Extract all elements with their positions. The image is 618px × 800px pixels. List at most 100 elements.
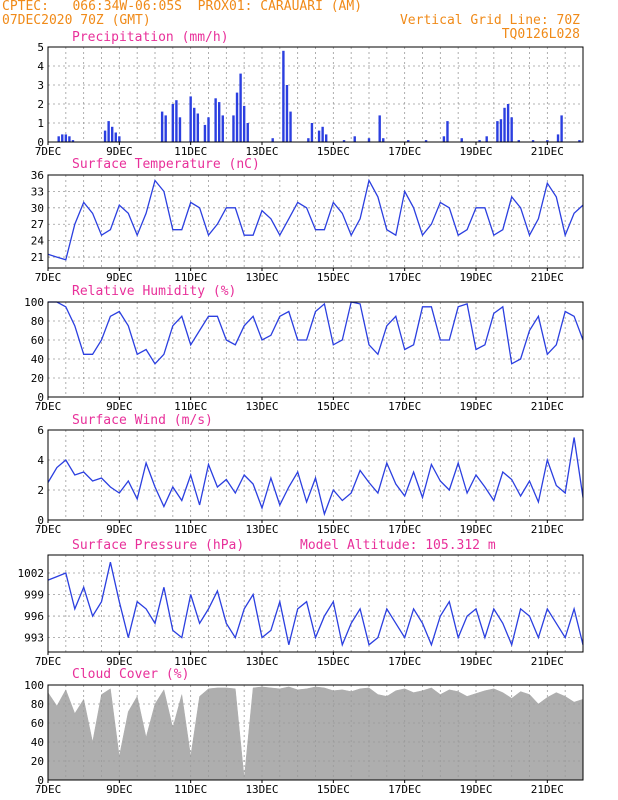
x-tick-label: 13DEC xyxy=(245,783,278,796)
precip-bar xyxy=(442,136,446,142)
panel-wind: Surface Wind (m/s) 0 2 4 6 7DEC 9DEC 11DEC 13DEC… xyxy=(35,413,584,536)
x-tick-label: 13DEC xyxy=(245,145,278,158)
precip-bar xyxy=(175,100,178,142)
panel-title-pres: Surface Pressure (hPa) xyxy=(72,538,244,553)
y-tick-label: 2 xyxy=(37,98,44,111)
x-tick-label: 11DEC xyxy=(174,145,207,158)
precip-bar xyxy=(71,140,75,142)
x-tick-label: 11DEC xyxy=(174,655,207,668)
x-tick-label: 17DEC xyxy=(388,145,421,158)
header-station-line: CPTEC: 066:34W-06:05S PROX01: CARAUARI (… xyxy=(2,0,363,14)
y-tick-label: 24 xyxy=(31,235,45,248)
x-tick-label: 11DEC xyxy=(174,271,207,284)
x-tick-label: 19DEC xyxy=(459,523,492,536)
precip-bar xyxy=(196,113,199,142)
x-tick-label: 17DEC xyxy=(388,655,421,668)
precip-bar xyxy=(556,134,560,142)
series-line-rh xyxy=(48,301,584,365)
x-tick-label: 7DEC xyxy=(35,400,62,413)
precip-bar xyxy=(485,136,488,142)
y-tick-label: 4 xyxy=(37,60,44,73)
panel-cloud: Cloud Cover (%) 0 20 40 60 80 100 7DEC 9DEC 11DEC… xyxy=(24,667,584,796)
precip-bar xyxy=(531,140,535,142)
precip-bar xyxy=(246,123,249,142)
x-tick-label: 9DEC xyxy=(106,523,133,536)
precip-bar xyxy=(510,117,513,142)
series-line-pres xyxy=(47,562,584,647)
x-tick-label: 9DEC xyxy=(106,655,133,668)
y-tick-label: 20 xyxy=(31,755,44,768)
precip-bar xyxy=(353,136,356,142)
x-tick-label: 17DEC xyxy=(388,783,421,796)
x-tick-label: 15DEC xyxy=(317,145,350,158)
precip-bar xyxy=(424,140,428,142)
precip-bar xyxy=(164,115,167,142)
precip-bar xyxy=(506,104,510,142)
x-tick-label: 13DEC xyxy=(245,400,278,413)
y-tick-label: 2 xyxy=(37,484,44,497)
precip-bar xyxy=(282,50,285,142)
x-tick-label: 21DEC xyxy=(531,271,564,284)
precip-bar xyxy=(178,117,182,142)
x-tick-label: 17DEC xyxy=(388,523,421,536)
y-tick-label: 21 xyxy=(31,251,44,264)
x-tick-label: 21DEC xyxy=(531,145,564,158)
precip-bar xyxy=(446,121,449,142)
panel-temp: Surface Temperature (nC) 21 24 27 30 33 36 7DEC… xyxy=(31,157,584,284)
x-tick-label: 15DEC xyxy=(317,655,350,668)
x-tick-label: 11DEC xyxy=(174,523,207,536)
precip-bar xyxy=(239,73,242,142)
precip-bar xyxy=(189,96,192,142)
x-tick-label: 21DEC xyxy=(531,655,564,668)
precip-bar xyxy=(160,111,164,142)
precip-bar xyxy=(193,107,196,142)
x-tick-label: 17DEC xyxy=(388,271,421,284)
panel-frame xyxy=(47,429,584,521)
panel-frame xyxy=(47,554,584,653)
panel-title-cloud: Cloud Cover (%) xyxy=(72,667,189,682)
y-tick-label: 20 xyxy=(31,372,44,385)
precip-bar xyxy=(271,138,274,142)
precip-bar xyxy=(107,121,110,142)
x-tick-label: 7DEC xyxy=(35,145,62,158)
precip-bar xyxy=(214,98,217,142)
precip-bar xyxy=(114,132,117,142)
panel-title-rh: Relative Humidity (%) xyxy=(72,284,236,299)
x-tick-label: 21DEC xyxy=(531,400,564,413)
precip-bar xyxy=(317,130,321,142)
y-tick-label: 80 xyxy=(31,698,44,711)
y-tick-label: 6 xyxy=(37,424,44,437)
header-model-id: TQ0126L028 xyxy=(501,27,580,42)
precip-bar xyxy=(64,134,68,142)
y-tick-label: 27 xyxy=(31,218,44,231)
precip-bar xyxy=(378,115,381,142)
x-tick-label: 21DEC xyxy=(531,523,564,536)
precip-bar xyxy=(496,121,499,142)
panel-precip: Precipitation (mm/h) 0 1 2 3 4 5 7DEC 9DEC 11DEC 1… xyxy=(35,30,584,158)
x-tick-label: 15DEC xyxy=(317,523,350,536)
precip-bar xyxy=(218,102,221,142)
cloud-cover-area xyxy=(47,686,584,781)
precip-bar xyxy=(310,123,314,142)
y-tick-label: 993 xyxy=(24,632,44,645)
y-tick-label: 5 xyxy=(37,41,44,54)
precip-bar xyxy=(118,136,121,142)
panel-frame xyxy=(47,684,584,781)
y-tick-label: 60 xyxy=(31,717,44,730)
precip-bar xyxy=(367,138,371,142)
x-tick-label: 15DEC xyxy=(317,400,350,413)
panel-rh: Relative Humidity (%) 0 20 40 60 80 100 7DEC 9DE… xyxy=(24,284,584,413)
precip-bar xyxy=(325,134,328,142)
panel-frame xyxy=(47,301,584,398)
y-tick-label: 36 xyxy=(31,169,44,182)
precip-bar xyxy=(307,138,310,142)
x-tick-label: 19DEC xyxy=(459,783,492,796)
y-tick-label: 33 xyxy=(31,185,44,198)
precip-bar xyxy=(460,138,463,142)
precip-bar xyxy=(203,124,207,142)
precip-bar xyxy=(499,119,503,142)
precip-bar xyxy=(68,136,71,142)
x-tick-label: 7DEC xyxy=(35,655,62,668)
precip-bar xyxy=(207,117,210,142)
precip-bar xyxy=(57,136,60,142)
